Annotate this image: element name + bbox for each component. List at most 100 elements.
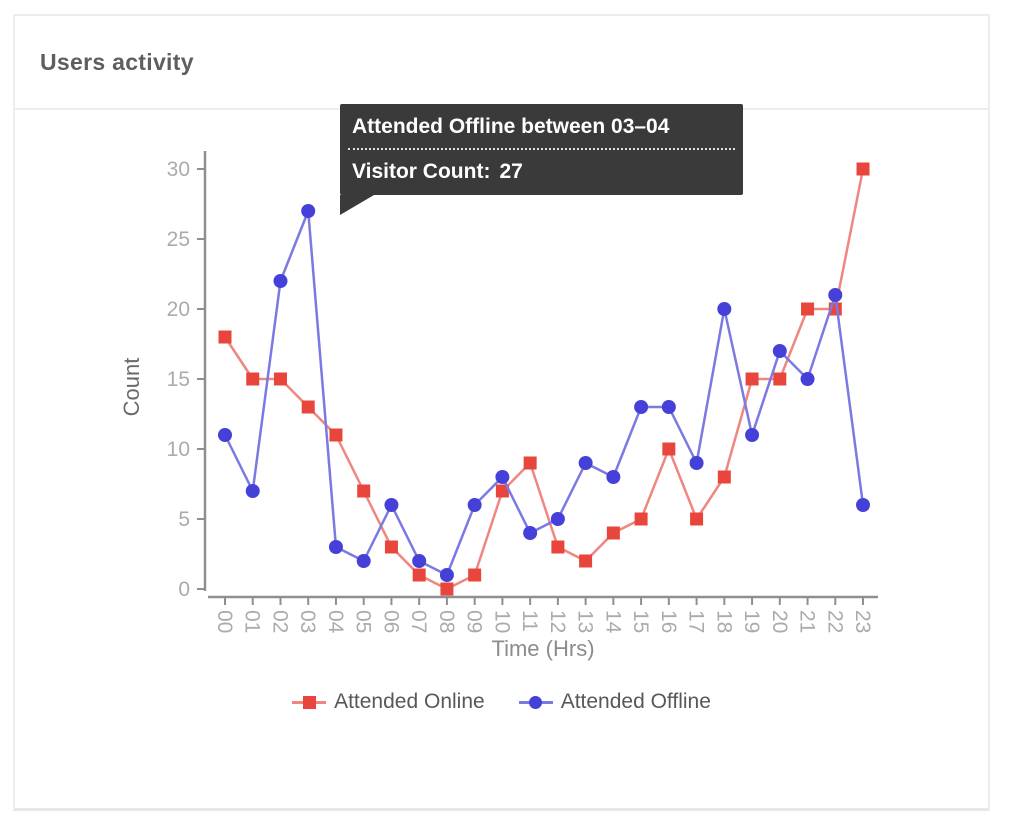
x-tick-label: 14 xyxy=(601,610,624,634)
data-point-02[interactable] xyxy=(273,372,287,386)
data-point-23[interactable] xyxy=(856,162,870,176)
data-point-17[interactable] xyxy=(690,512,704,526)
data-point-11[interactable] xyxy=(523,456,537,470)
data-point-10[interactable] xyxy=(495,484,509,498)
data-point-14[interactable] xyxy=(606,470,621,484)
y-tick-label: 15 xyxy=(167,368,190,391)
data-point-19[interactable] xyxy=(745,372,759,386)
x-axis-title: Time (Hrs) xyxy=(491,636,594,661)
legend-item-attended-online[interactable]: Attended Online xyxy=(292,690,485,714)
data-point-17[interactable] xyxy=(689,456,704,470)
tooltip-title: Attended Offline between 03–04 xyxy=(352,115,670,138)
y-axis-title: Count xyxy=(119,358,144,417)
data-point-07[interactable] xyxy=(412,554,427,568)
data-point-16[interactable] xyxy=(662,442,676,456)
data-point-21[interactable] xyxy=(800,372,815,386)
y-tick-label: 30 xyxy=(167,158,190,181)
data-point-18[interactable] xyxy=(717,470,731,484)
x-tick-label: 08 xyxy=(435,610,458,633)
legend-circle-marker-icon xyxy=(518,695,553,709)
chart-legend: Attended Online Attended Offline xyxy=(15,690,988,714)
x-tick-label: 00 xyxy=(213,610,236,633)
x-tick-label: 05 xyxy=(352,610,375,633)
data-point-04[interactable] xyxy=(329,428,343,442)
data-point-00[interactable] xyxy=(218,330,232,344)
x-tick-label: 11 xyxy=(518,610,541,632)
y-tick-label: 5 xyxy=(178,508,190,531)
x-tick-label: 21 xyxy=(796,610,819,633)
x-tick-label: 22 xyxy=(823,610,846,633)
x-tick-label: 13 xyxy=(574,610,597,633)
y-tick-label: 20 xyxy=(167,298,190,321)
data-point-01[interactable] xyxy=(245,484,260,498)
data-point-23[interactable] xyxy=(856,498,871,512)
tooltip-arrow-icon xyxy=(340,195,374,215)
chart-tooltip: Attended Offline between 03–04 Visitor C… xyxy=(340,104,743,215)
x-tick-label: 23 xyxy=(851,610,874,633)
data-point-09[interactable] xyxy=(467,498,482,512)
data-point-12[interactable] xyxy=(551,540,565,554)
card-header: Users activity xyxy=(15,16,988,110)
tooltip-value: 27 xyxy=(499,160,523,183)
x-tick-label: 02 xyxy=(268,610,291,633)
legend-item-attended-offline[interactable]: Attended Offline xyxy=(518,690,711,714)
data-point-20[interactable] xyxy=(772,344,787,358)
chart-area: 0 5 10 15 20 25 30 00 01 02 03 04 05 06 07 08 09 10 11 12 13… xyxy=(15,104,988,805)
data-point-03[interactable] xyxy=(301,204,316,218)
x-tick-label: 19 xyxy=(740,610,763,633)
data-point-12[interactable] xyxy=(550,512,565,526)
data-point-06[interactable] xyxy=(384,540,398,554)
data-point-22[interactable] xyxy=(828,288,843,302)
data-point-11[interactable] xyxy=(523,526,538,540)
data-point-14[interactable] xyxy=(606,526,620,540)
legend-label: Attended Offline xyxy=(560,690,711,713)
legend-label: Attended Online xyxy=(334,690,485,713)
data-point-08[interactable] xyxy=(440,582,454,596)
x-tick-label: 01 xyxy=(241,610,264,633)
legend-square-marker-icon xyxy=(292,695,327,709)
data-point-00[interactable] xyxy=(218,428,232,442)
x-tick-label: 09 xyxy=(463,610,486,633)
x-tick-label: 20 xyxy=(768,610,791,633)
data-point-09[interactable] xyxy=(468,568,482,582)
data-point-07[interactable] xyxy=(412,568,426,582)
tooltip-label: Visitor Count: xyxy=(352,160,491,183)
x-tick-label: 16 xyxy=(657,610,680,633)
data-point-19[interactable] xyxy=(745,428,760,442)
data-point-08[interactable] xyxy=(439,568,454,582)
data-point-13[interactable] xyxy=(578,456,593,470)
card-title: Users activity xyxy=(40,48,194,75)
data-point-02[interactable] xyxy=(273,274,288,288)
data-point-05[interactable] xyxy=(357,484,371,498)
y-tick-label: 0 xyxy=(178,578,190,601)
x-tick-label: 03 xyxy=(296,610,319,633)
tooltip-value-row: Visitor Count: 27 xyxy=(340,150,743,195)
x-tick-label: 07 xyxy=(407,610,430,633)
data-point-15[interactable] xyxy=(634,400,649,414)
users-activity-card: Users activity 0 5 10 15 20 25 30 00 01 02 03 04 05 0… xyxy=(13,14,990,811)
x-tick-label: 12 xyxy=(546,610,569,633)
x-tick-label: 15 xyxy=(629,610,652,633)
y-tick-label: 10 xyxy=(167,438,190,461)
data-point-21[interactable] xyxy=(801,302,815,316)
x-tick-label: 18 xyxy=(712,610,735,633)
data-point-01[interactable] xyxy=(246,372,260,386)
data-point-03[interactable] xyxy=(301,400,315,414)
data-point-10[interactable] xyxy=(495,470,510,484)
data-point-20[interactable] xyxy=(773,372,787,386)
data-point-13[interactable] xyxy=(579,554,593,568)
data-point-15[interactable] xyxy=(634,512,648,526)
data-point-18[interactable] xyxy=(717,302,732,316)
data-point-04[interactable] xyxy=(328,540,343,554)
series-line-attended-offline xyxy=(223,209,865,577)
x-tick-label: 06 xyxy=(379,610,402,633)
x-tick-label: 10 xyxy=(490,610,513,633)
x-tick-label: 17 xyxy=(685,610,708,633)
x-tick-label: 04 xyxy=(324,610,347,634)
data-point-06[interactable] xyxy=(384,498,399,512)
data-point-05[interactable] xyxy=(356,554,371,568)
data-point-16[interactable] xyxy=(661,400,676,414)
y-tick-label: 25 xyxy=(167,228,190,251)
